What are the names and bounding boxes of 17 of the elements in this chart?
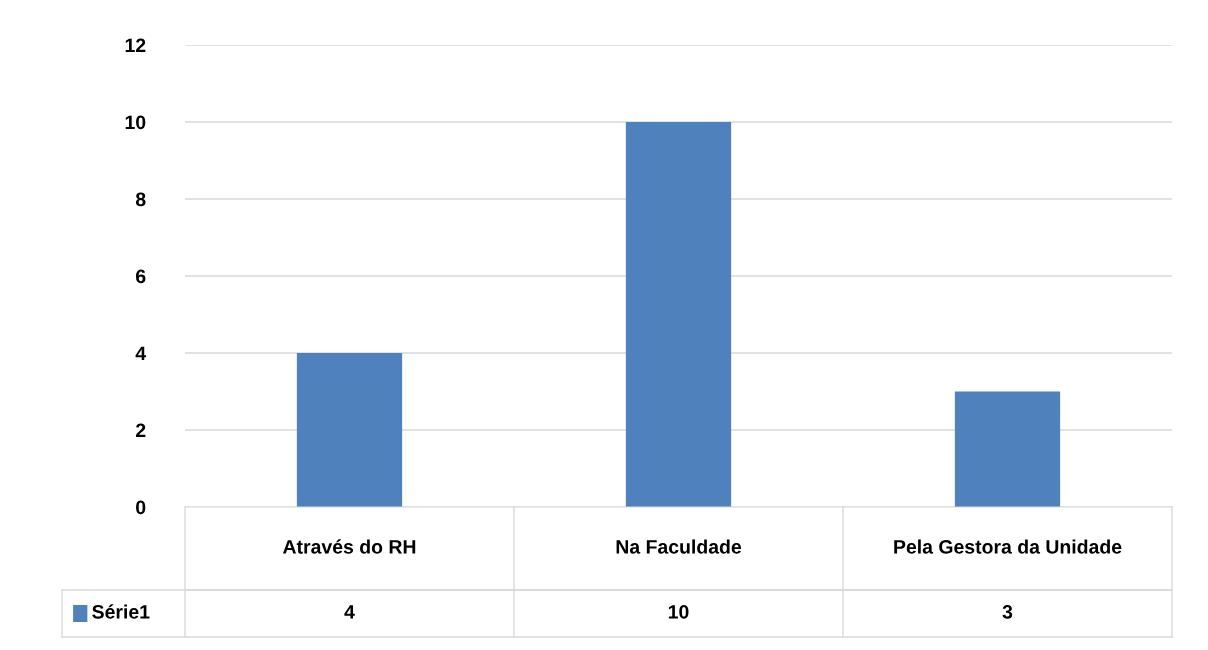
data-label: 10 [668, 604, 689, 619]
y-tick-label: 12 [125, 38, 146, 53]
y-tick-label: 4 [135, 346, 147, 361]
y-tick-label: 8 [135, 192, 146, 207]
bar [954, 391, 1061, 507]
y-tick-label: 10 [125, 115, 146, 130]
x-tick-label: Pela Gestora da Unidade [894, 539, 1122, 554]
y-tick-label: 2 [135, 423, 146, 438]
y-tick-label: 6 [136, 269, 146, 284]
bar [625, 122, 732, 507]
legend-label: Série1 [92, 604, 150, 619]
data-label: 3 [1002, 604, 1013, 619]
bar [296, 353, 403, 507]
data-label: 4 [344, 605, 355, 619]
y-tick-label: 0 [136, 500, 146, 515]
x-tick-label: Através do RH [282, 539, 416, 554]
x-tick-label: Na Faculdade [616, 539, 742, 554]
